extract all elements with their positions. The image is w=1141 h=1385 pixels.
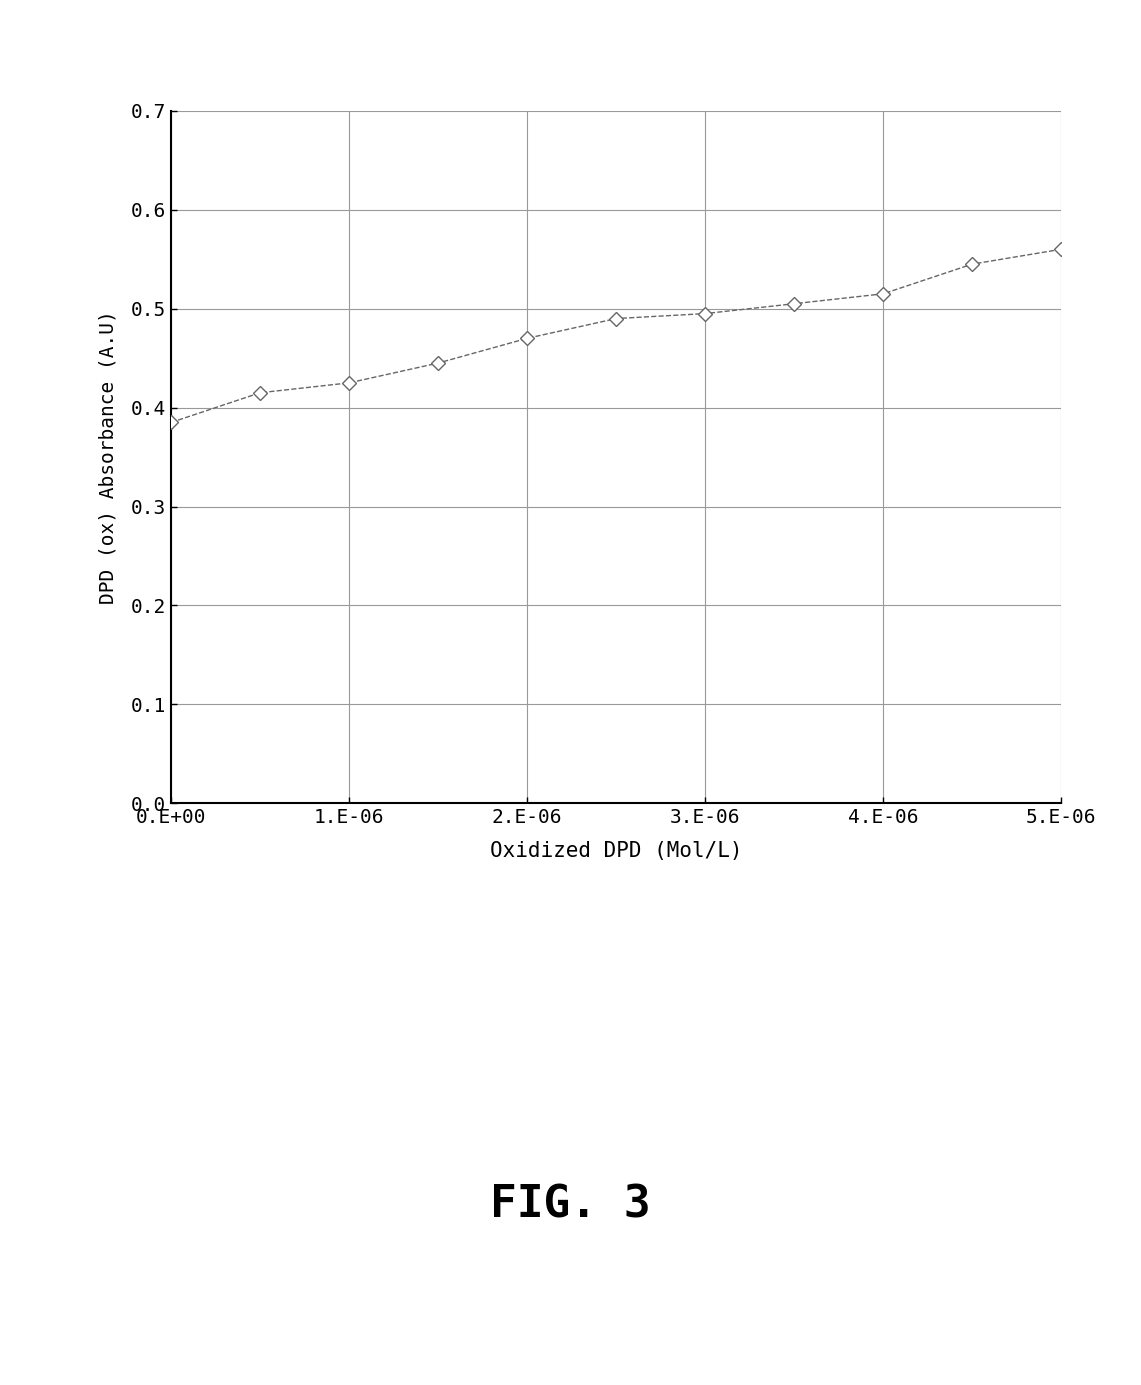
X-axis label: Oxidized DPD (Mol/L): Oxidized DPD (Mol/L) bbox=[489, 841, 743, 861]
Text: FIG. 3: FIG. 3 bbox=[491, 1183, 650, 1227]
Y-axis label: DPD (ox) Absorbance (A.U): DPD (ox) Absorbance (A.U) bbox=[98, 310, 118, 604]
